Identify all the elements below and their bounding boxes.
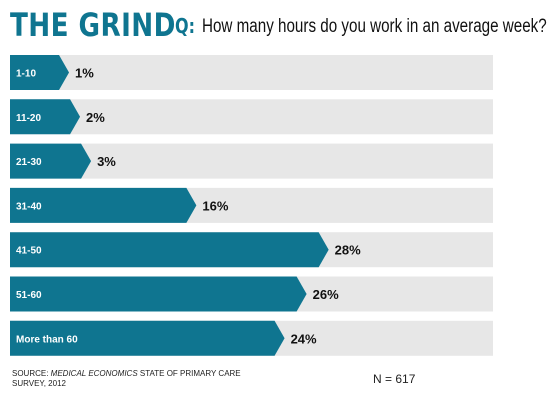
category-label: 31-40 <box>16 201 42 212</box>
source-publication: MEDICAL ECONOMICS <box>50 369 138 378</box>
value-label: 24% <box>291 331 317 346</box>
value-label: 3% <box>97 154 116 169</box>
sample-size: N = 617 <box>373 372 416 386</box>
value-label: 16% <box>202 198 228 213</box>
value-label: 1% <box>75 66 94 81</box>
bar <box>10 232 329 268</box>
bar-track <box>10 55 493 90</box>
source-rest: STATE OF PRIMARY CARE SURVEY, 2012 <box>12 369 241 388</box>
category-label: More than 60 <box>16 334 78 345</box>
bar <box>10 187 197 223</box>
category-label: 1-10 <box>16 69 36 80</box>
source-note: SOURCE: MEDICAL ECONOMICS STATE OF PRIMA… <box>12 369 272 389</box>
category-label: 21-30 <box>16 157 42 168</box>
value-label: 28% <box>335 243 361 258</box>
bar-track <box>10 99 493 135</box>
question-prefix: Q: <box>175 14 195 38</box>
category-label: 11-20 <box>16 113 41 124</box>
bar <box>10 276 307 312</box>
bar <box>10 99 81 135</box>
category-label: 41-50 <box>16 246 42 257</box>
bar <box>10 320 285 356</box>
value-label: 26% <box>313 287 339 302</box>
source-prefix: SOURCE: <box>12 369 51 378</box>
bar <box>10 143 92 179</box>
category-label: 51-60 <box>16 290 42 301</box>
question-text: How many hours do you work in an average… <box>202 16 547 37</box>
bar <box>10 55 70 90</box>
value-label: 2% <box>86 110 105 125</box>
chart-header: THE GRIND Q: How many hours do you work … <box>10 6 547 46</box>
brand-title: THE GRIND <box>10 6 176 44</box>
